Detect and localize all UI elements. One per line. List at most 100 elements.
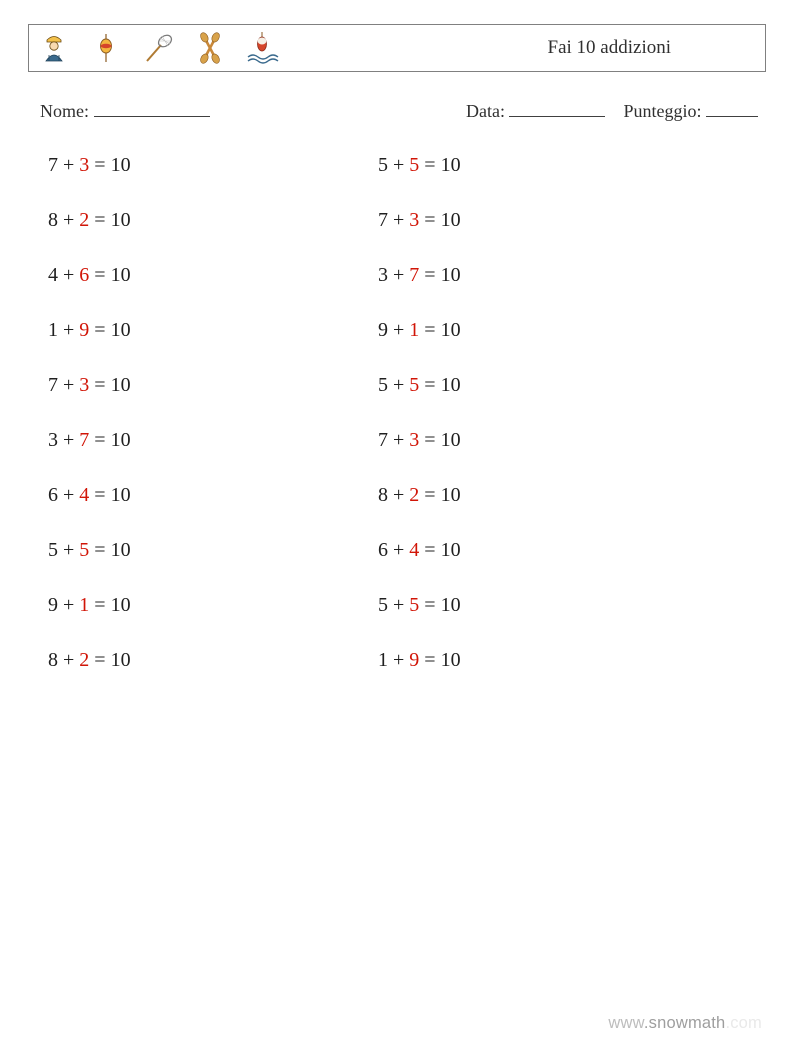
problem-item: 7 + 3 = 10 [48, 374, 378, 397]
operand-a: 3 [48, 429, 58, 451]
operand-b-answer: 5 [409, 594, 419, 616]
operand-b-answer: 5 [409, 374, 419, 396]
sum: 10 [111, 429, 131, 451]
date-field: Data: [466, 98, 605, 122]
sum: 10 [441, 209, 461, 231]
operand-b-answer: 3 [409, 209, 419, 231]
meta-row: Nome: Data: Punteggio: [28, 98, 766, 122]
problem-item: 9 + 1 = 10 [48, 594, 378, 617]
operand-b-answer: 3 [79, 154, 89, 176]
paddles-icon [193, 31, 227, 65]
operand-b-answer: 4 [79, 484, 89, 506]
footer-part-1: www [608, 1014, 643, 1032]
footer-part-2: .snowmath [644, 1014, 726, 1032]
footer-watermark: www.snowmath.com [608, 1014, 762, 1033]
worksheet-page: Fai 10 addizioni Nome: Data: Punteggio: … [0, 0, 794, 1053]
score-field: Punteggio: [623, 98, 758, 122]
operand-b-answer: 5 [79, 539, 89, 561]
operand-a: 6 [378, 539, 388, 561]
name-label: Nome: [40, 101, 89, 121]
operand-b-answer: 5 [409, 154, 419, 176]
problem-item: 1 + 9 = 10 [378, 649, 708, 672]
operand-b-answer: 3 [79, 374, 89, 396]
operand-b-answer: 4 [409, 539, 419, 561]
problem-item: 8 + 2 = 10 [48, 209, 378, 232]
operand-b-answer: 9 [79, 319, 89, 341]
operand-b-answer: 1 [409, 319, 419, 341]
problems-grid: 7 + 3 = 105 + 5 = 108 + 2 = 107 + 3 = 10… [28, 154, 766, 672]
operand-a: 7 [378, 429, 388, 451]
name-blank[interactable] [94, 98, 210, 117]
operand-a: 1 [48, 319, 58, 341]
operand-b-answer: 9 [409, 649, 419, 671]
problem-item: 5 + 5 = 10 [378, 154, 708, 177]
sum: 10 [441, 649, 461, 671]
operand-a: 5 [378, 154, 388, 176]
date-label: Data: [466, 101, 505, 121]
problem-item: 6 + 4 = 10 [48, 484, 378, 507]
sum: 10 [111, 374, 131, 396]
float-icon [245, 31, 279, 65]
operand-a: 7 [378, 209, 388, 231]
sum: 10 [441, 264, 461, 286]
name-field: Nome: [40, 98, 210, 122]
sum: 10 [111, 649, 131, 671]
operand-a: 4 [48, 264, 58, 286]
operand-a: 6 [48, 484, 58, 506]
sum: 10 [111, 154, 131, 176]
operand-b-answer: 2 [79, 209, 89, 231]
operand-a: 8 [378, 484, 388, 506]
operand-b-answer: 1 [79, 594, 89, 616]
sum: 10 [441, 374, 461, 396]
problem-item: 1 + 9 = 10 [48, 319, 378, 342]
problem-item: 5 + 5 = 10 [378, 594, 708, 617]
sum: 10 [111, 209, 131, 231]
sum: 10 [441, 319, 461, 341]
operand-a: 5 [48, 539, 58, 561]
operand-a: 8 [48, 649, 58, 671]
operand-a: 5 [378, 594, 388, 616]
operand-a: 1 [378, 649, 388, 671]
operand-a: 5 [378, 374, 388, 396]
sum: 10 [441, 539, 461, 561]
operand-b-answer: 2 [409, 484, 419, 506]
fisherman-icon [37, 31, 71, 65]
operand-a: 3 [378, 264, 388, 286]
problem-item: 7 + 3 = 10 [48, 154, 378, 177]
sum: 10 [111, 594, 131, 616]
operand-a: 7 [48, 154, 58, 176]
problem-item: 9 + 1 = 10 [378, 319, 708, 342]
footer-part-3: .com [725, 1014, 762, 1032]
sum: 10 [111, 539, 131, 561]
sum: 10 [441, 429, 461, 451]
date-blank[interactable] [509, 98, 605, 117]
sum: 10 [441, 594, 461, 616]
problem-item: 5 + 5 = 10 [48, 539, 378, 562]
net-icon [141, 31, 175, 65]
problem-item: 7 + 3 = 10 [378, 209, 708, 232]
operand-b-answer: 6 [79, 264, 89, 286]
operand-a: 8 [48, 209, 58, 231]
problem-item: 7 + 3 = 10 [378, 429, 708, 452]
score-label: Punteggio: [623, 101, 701, 121]
problem-item: 8 + 2 = 10 [378, 484, 708, 507]
problem-item: 3 + 7 = 10 [48, 429, 378, 452]
operand-a: 7 [48, 374, 58, 396]
bobber-icon [89, 31, 123, 65]
sum: 10 [441, 484, 461, 506]
problem-item: 4 + 6 = 10 [48, 264, 378, 287]
problem-item: 5 + 5 = 10 [378, 374, 708, 397]
operand-a: 9 [48, 594, 58, 616]
score-blank[interactable] [706, 98, 758, 117]
worksheet-title: Fai 10 addizioni [548, 37, 751, 59]
operand-b-answer: 2 [79, 649, 89, 671]
operand-b-answer: 7 [79, 429, 89, 451]
sum: 10 [111, 484, 131, 506]
problem-item: 8 + 2 = 10 [48, 649, 378, 672]
sum: 10 [111, 319, 131, 341]
operand-b-answer: 7 [409, 264, 419, 286]
operand-a: 9 [378, 319, 388, 341]
sum: 10 [111, 264, 131, 286]
header-box: Fai 10 addizioni [28, 24, 766, 72]
sum: 10 [441, 154, 461, 176]
